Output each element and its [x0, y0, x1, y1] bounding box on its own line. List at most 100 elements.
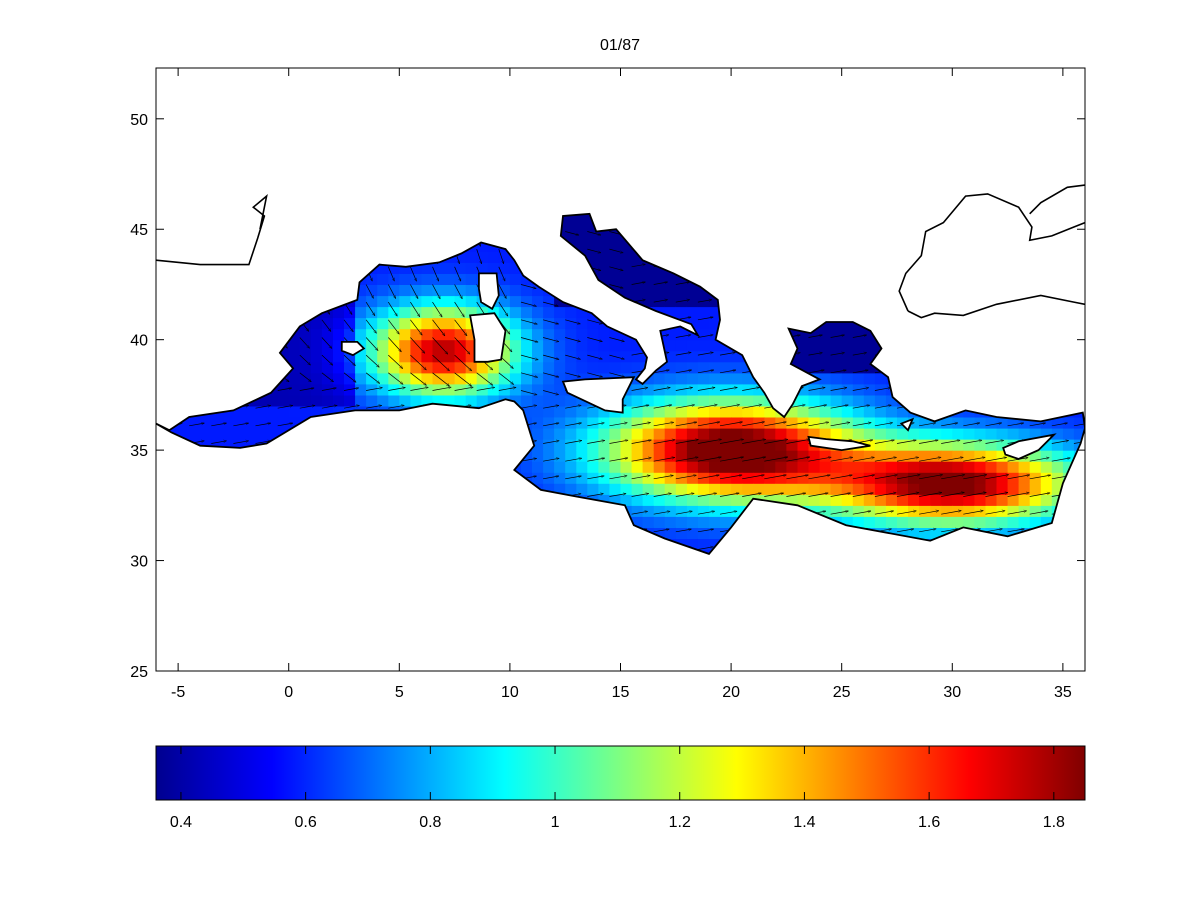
vector-arrow — [830, 229, 845, 232]
coastline-path — [1029, 184, 1085, 215]
vector-arrow — [587, 248, 601, 253]
vector-arrow — [852, 353, 867, 356]
vector-arrow — [896, 529, 914, 533]
vector-arrow — [321, 476, 337, 480]
vector-arrow — [233, 512, 248, 515]
vector-arrow — [233, 354, 244, 365]
vector-arrow — [631, 423, 651, 427]
vector-arrow — [410, 387, 428, 391]
vector-arrow — [609, 547, 624, 550]
vector-arrow — [233, 248, 238, 263]
vector-arrow — [587, 301, 601, 306]
vector-arrow — [343, 547, 359, 550]
vector-arrow — [896, 229, 911, 232]
vector-arrow — [985, 457, 1007, 462]
map-area — [156, 184, 1085, 555]
vector-arrow — [697, 475, 720, 480]
y-tick-label: 45 — [130, 222, 148, 239]
vector-arrow — [476, 547, 492, 550]
vector-arrow — [299, 423, 315, 427]
vector-arrow — [587, 390, 603, 395]
vector-arrow — [432, 441, 448, 444]
vector-arrow — [432, 423, 449, 427]
vector-arrow — [764, 529, 780, 533]
vector-arrow — [852, 229, 867, 232]
y-tick-label: 35 — [130, 443, 148, 460]
vector-arrow — [543, 354, 559, 359]
vector-arrow — [343, 423, 359, 427]
vector-arrow — [454, 512, 470, 515]
vector-arrow — [1051, 405, 1067, 409]
vector-arrow — [1007, 529, 1025, 533]
vector-arrow — [1073, 405, 1085, 409]
vector-arrow — [675, 229, 690, 232]
vector-arrow — [498, 405, 515, 409]
vector-arrow — [388, 529, 403, 533]
colorbar-tick-label: 0.6 — [295, 814, 317, 831]
vector-arrow — [343, 512, 359, 515]
vector-arrow — [167, 476, 182, 480]
vector-arrow — [432, 387, 452, 391]
vector-arrow — [388, 301, 398, 316]
vector-arrow — [166, 231, 170, 246]
vector-arrow — [1073, 546, 1085, 550]
vector-arrow — [941, 352, 956, 356]
vector-arrow — [410, 284, 419, 299]
vector-arrow — [697, 335, 713, 338]
vector-arrow — [874, 300, 889, 303]
vector-arrow — [985, 547, 1002, 550]
vector-arrow — [543, 405, 559, 409]
vector-arrow — [366, 459, 381, 462]
vector-arrow — [277, 423, 293, 427]
vector-arrow — [277, 301, 286, 314]
vector-arrow — [1029, 511, 1048, 515]
vector-arrow — [255, 372, 268, 382]
vector-arrow — [167, 406, 182, 409]
vector-arrow — [874, 547, 891, 550]
vector-arrow — [343, 388, 359, 391]
vector-arrow — [365, 354, 379, 367]
vector-arrow — [365, 284, 374, 299]
vector-arrow — [321, 319, 332, 332]
vector-arrow — [543, 476, 559, 480]
vector-arrow — [233, 388, 247, 391]
vector-arrow — [233, 547, 248, 550]
vector-arrow — [919, 493, 942, 497]
vector-arrow — [631, 405, 650, 409]
vector-arrow — [675, 493, 694, 497]
vector-arrow — [764, 246, 779, 250]
vector-arrow — [1007, 423, 1024, 427]
vector-arrow — [1007, 405, 1024, 409]
vector-arrow — [454, 354, 472, 371]
vector-arrow — [366, 423, 381, 427]
vector-arrow — [919, 547, 935, 550]
vector-arrow — [432, 494, 448, 497]
vector-arrow — [299, 476, 315, 480]
vector-arrow — [233, 301, 242, 314]
vector-arrow — [255, 494, 271, 497]
vector-arrow — [896, 440, 916, 444]
vector-arrow — [941, 282, 956, 285]
vector-arrow — [852, 282, 867, 285]
vector-arrow — [1051, 264, 1067, 268]
vector-arrow — [919, 457, 941, 462]
vector-arrow — [896, 317, 911, 321]
vector-arrow — [410, 319, 423, 335]
vector-arrow — [299, 301, 308, 314]
vector-arrow — [963, 299, 978, 303]
vector-arrow — [786, 493, 806, 497]
colorbar-tick-label: 1.6 — [918, 814, 940, 831]
vector-arrow — [299, 388, 314, 391]
vector-arrow — [697, 422, 720, 427]
x-tick-label: -5 — [171, 684, 185, 701]
vector-arrow — [565, 423, 581, 427]
vector-arrow — [631, 458, 652, 462]
vector-arrow — [609, 372, 624, 377]
vector-arrow — [432, 248, 438, 264]
vector-arrow — [764, 317, 779, 321]
x-tick-label: 30 — [943, 684, 961, 701]
vector-arrow — [587, 547, 602, 550]
vector-arrow — [764, 475, 786, 480]
vector-arrow — [166, 354, 178, 365]
